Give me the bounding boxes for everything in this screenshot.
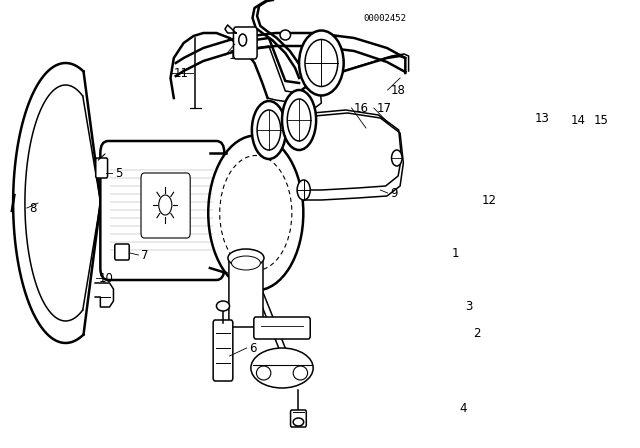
Text: 4: 4 xyxy=(459,401,467,414)
FancyBboxPatch shape xyxy=(291,410,307,427)
Ellipse shape xyxy=(216,301,230,311)
FancyBboxPatch shape xyxy=(115,244,129,260)
Ellipse shape xyxy=(232,256,260,270)
Ellipse shape xyxy=(228,249,264,267)
Text: 17: 17 xyxy=(376,102,392,115)
Text: 14: 14 xyxy=(571,113,586,126)
Text: 6: 6 xyxy=(249,341,257,354)
Ellipse shape xyxy=(293,366,308,380)
FancyBboxPatch shape xyxy=(229,259,263,327)
Ellipse shape xyxy=(282,90,316,150)
Ellipse shape xyxy=(287,99,311,141)
Circle shape xyxy=(392,150,402,166)
Text: 10: 10 xyxy=(99,271,113,284)
Text: 7: 7 xyxy=(141,249,148,262)
Text: 8: 8 xyxy=(29,202,37,215)
Text: 9: 9 xyxy=(390,186,397,199)
Text: 2: 2 xyxy=(474,327,481,340)
Text: 5: 5 xyxy=(115,167,122,180)
Text: 18: 18 xyxy=(390,83,405,96)
Ellipse shape xyxy=(280,30,291,40)
FancyBboxPatch shape xyxy=(213,320,233,381)
FancyBboxPatch shape xyxy=(100,141,224,280)
Circle shape xyxy=(159,195,172,215)
Text: 13: 13 xyxy=(534,112,549,125)
Ellipse shape xyxy=(293,418,303,426)
Text: 19: 19 xyxy=(228,48,243,61)
Text: 15: 15 xyxy=(593,113,609,126)
Ellipse shape xyxy=(299,30,344,95)
Ellipse shape xyxy=(257,110,281,150)
Ellipse shape xyxy=(305,39,338,86)
Text: 1: 1 xyxy=(451,246,459,259)
FancyBboxPatch shape xyxy=(96,158,108,178)
FancyBboxPatch shape xyxy=(141,173,190,238)
Ellipse shape xyxy=(257,366,271,380)
Text: 11: 11 xyxy=(174,66,189,79)
Ellipse shape xyxy=(208,135,303,290)
Polygon shape xyxy=(225,25,236,33)
Text: 00002452: 00002452 xyxy=(364,13,406,22)
Text: 12: 12 xyxy=(482,194,497,207)
Text: 3: 3 xyxy=(466,300,473,313)
Circle shape xyxy=(297,180,310,200)
Ellipse shape xyxy=(252,101,286,159)
Ellipse shape xyxy=(220,155,292,271)
FancyBboxPatch shape xyxy=(234,27,257,59)
Text: 16: 16 xyxy=(354,102,369,115)
Ellipse shape xyxy=(251,348,313,388)
Circle shape xyxy=(239,34,246,46)
FancyBboxPatch shape xyxy=(254,317,310,339)
